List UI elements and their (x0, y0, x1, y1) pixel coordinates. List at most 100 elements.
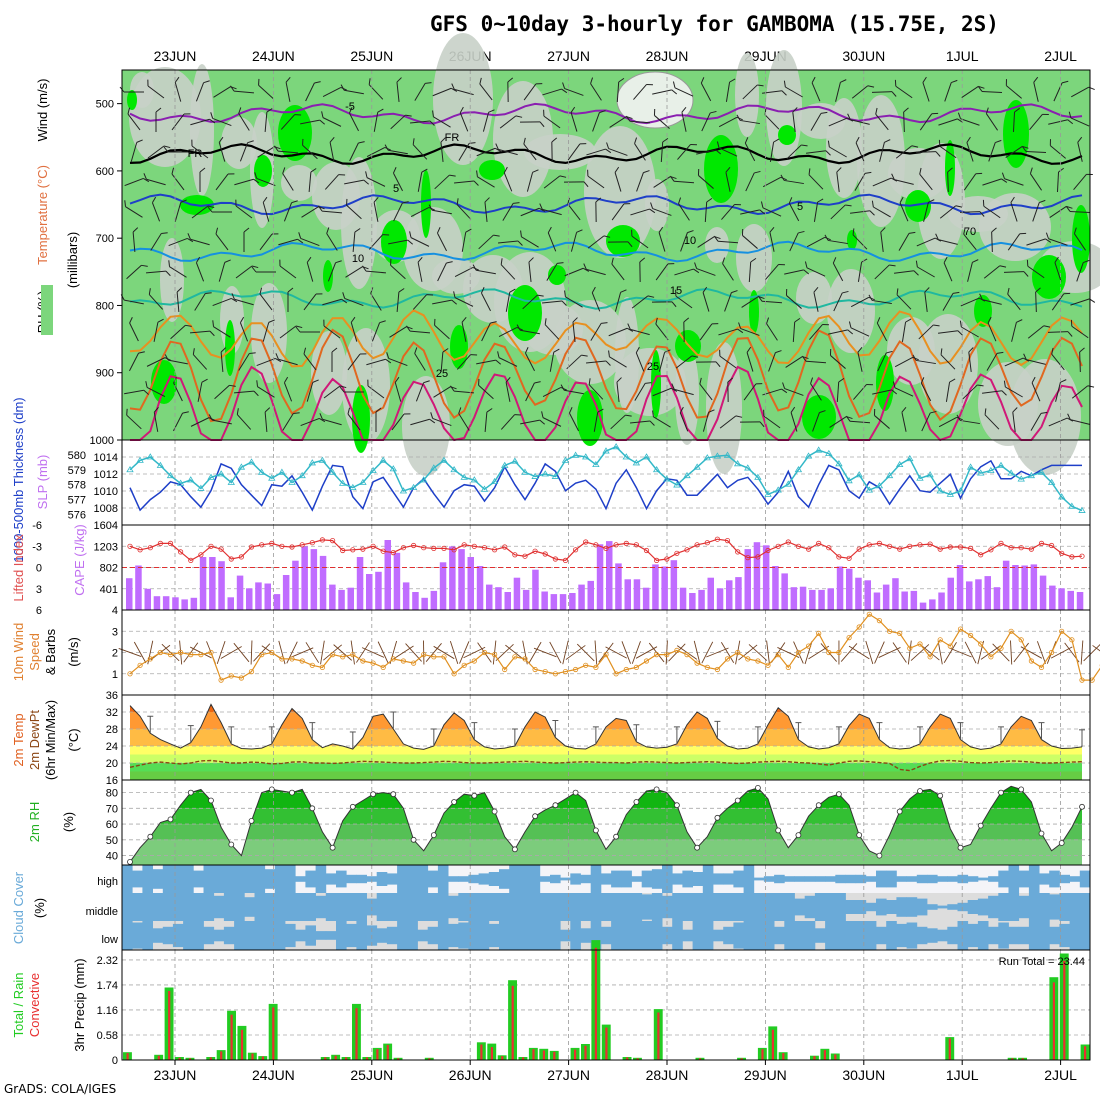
li-marker (917, 542, 923, 548)
precip-conv-bar (376, 1049, 379, 1060)
barb-staff (850, 296, 870, 308)
cape-bar (716, 588, 724, 610)
barb-staff (938, 118, 958, 126)
barb-staff (1079, 351, 1081, 373)
barb-staff (542, 387, 562, 397)
barb-staff (896, 294, 912, 310)
barb-staff (303, 353, 317, 371)
upper-wind-barb (836, 377, 845, 403)
barb-flag (1040, 411, 1048, 414)
upper-wind-barb (674, 268, 700, 276)
barb-staff (850, 210, 870, 214)
li-marker (735, 549, 741, 555)
upper-wind-barb (306, 256, 314, 282)
temp-band (130, 754, 1082, 763)
upper-wind-barb (651, 301, 677, 308)
barb-flag (318, 205, 323, 212)
cloud-bar (692, 872, 704, 886)
cloud-bar (1039, 873, 1050, 885)
upper-wind-barb (528, 257, 534, 282)
surface-wind-barb (361, 647, 385, 658)
barb-flag (608, 350, 610, 357)
barb-staff (901, 412, 907, 432)
barb-flag (759, 421, 765, 428)
barb-staff (564, 88, 584, 96)
barb-staff (1092, 645, 1100, 660)
barb-flag (377, 108, 384, 113)
upper-wind-barb (957, 112, 980, 126)
barb-flag (495, 143, 499, 150)
barb-flag (143, 389, 149, 395)
barb-flag (127, 107, 131, 115)
cloud-bar (651, 921, 663, 950)
upper-wind-barb (696, 149, 722, 155)
barb-staff (763, 415, 781, 429)
barb-flag (404, 413, 411, 415)
slp-marker (278, 468, 286, 475)
surface-wind-barb (233, 642, 250, 663)
precip-conv-bar (511, 985, 514, 1060)
cloud-bar (509, 921, 520, 950)
upper-wind-barb (1027, 325, 1051, 339)
upper-wind-barb (782, 382, 804, 396)
slp-marker (419, 476, 428, 483)
barb-flag (956, 416, 963, 421)
upper-wind-barb (658, 349, 671, 372)
upper-wind-barb (459, 106, 469, 132)
barb-flag (590, 77, 594, 84)
cloud-bar (570, 873, 581, 885)
barb-flag (515, 115, 523, 118)
barb-flag (966, 136, 971, 143)
cloud-bar (264, 893, 276, 921)
barb-flag (208, 414, 213, 421)
temp-band (130, 704, 1082, 712)
rh-moist-patch (1003, 100, 1029, 168)
slp-marker (956, 487, 965, 494)
barb-staff (631, 235, 649, 249)
barb-staff (126, 264, 142, 280)
barb-flag (905, 318, 912, 323)
surface-wind-barb (964, 641, 977, 664)
barb-staff (239, 142, 249, 162)
upper-wind-barb (406, 325, 431, 334)
upper-wind-barb (935, 233, 958, 245)
barb-flag (699, 377, 702, 385)
rh-moist-patch (778, 125, 796, 145)
barb-flag (949, 378, 956, 383)
rh-marker (329, 844, 336, 851)
li-tick-label: 0 (36, 563, 42, 575)
slp-marker (764, 490, 772, 497)
barb-flag (342, 292, 346, 299)
barb-flag (587, 169, 589, 177)
barb-flag (1073, 227, 1077, 234)
upper-wind-barb (365, 171, 386, 187)
barb-flag (1070, 319, 1073, 327)
li-marker (745, 554, 751, 561)
barb-flag (153, 407, 159, 413)
barb-flag (323, 319, 325, 326)
wind-speed-marker (522, 656, 528, 662)
barb-staff (964, 641, 977, 664)
barb-staff (168, 359, 188, 365)
date-label-top: 30JUN (842, 48, 885, 64)
barb-flag (935, 151, 941, 157)
rh-dry-patch (160, 238, 184, 322)
slp-marker (1068, 502, 1076, 509)
cloud-bar (458, 893, 469, 921)
barb-staff (250, 640, 253, 665)
barb-flag (171, 167, 175, 175)
barb-flag (338, 174, 346, 176)
barb-flag (1042, 113, 1049, 115)
barb-flag (405, 114, 412, 117)
barb-flag (605, 148, 612, 154)
precip-frame (121, 949, 1091, 1061)
barb-staff (344, 297, 364, 307)
barb-staff (784, 179, 804, 185)
barb-staff (720, 641, 735, 664)
cloud-bar (550, 893, 561, 921)
barb-staff (153, 322, 159, 342)
barb-staff (945, 382, 951, 402)
cloud-bar (417, 929, 429, 942)
barb-staff (195, 262, 205, 282)
barb-flag (1067, 119, 1074, 125)
